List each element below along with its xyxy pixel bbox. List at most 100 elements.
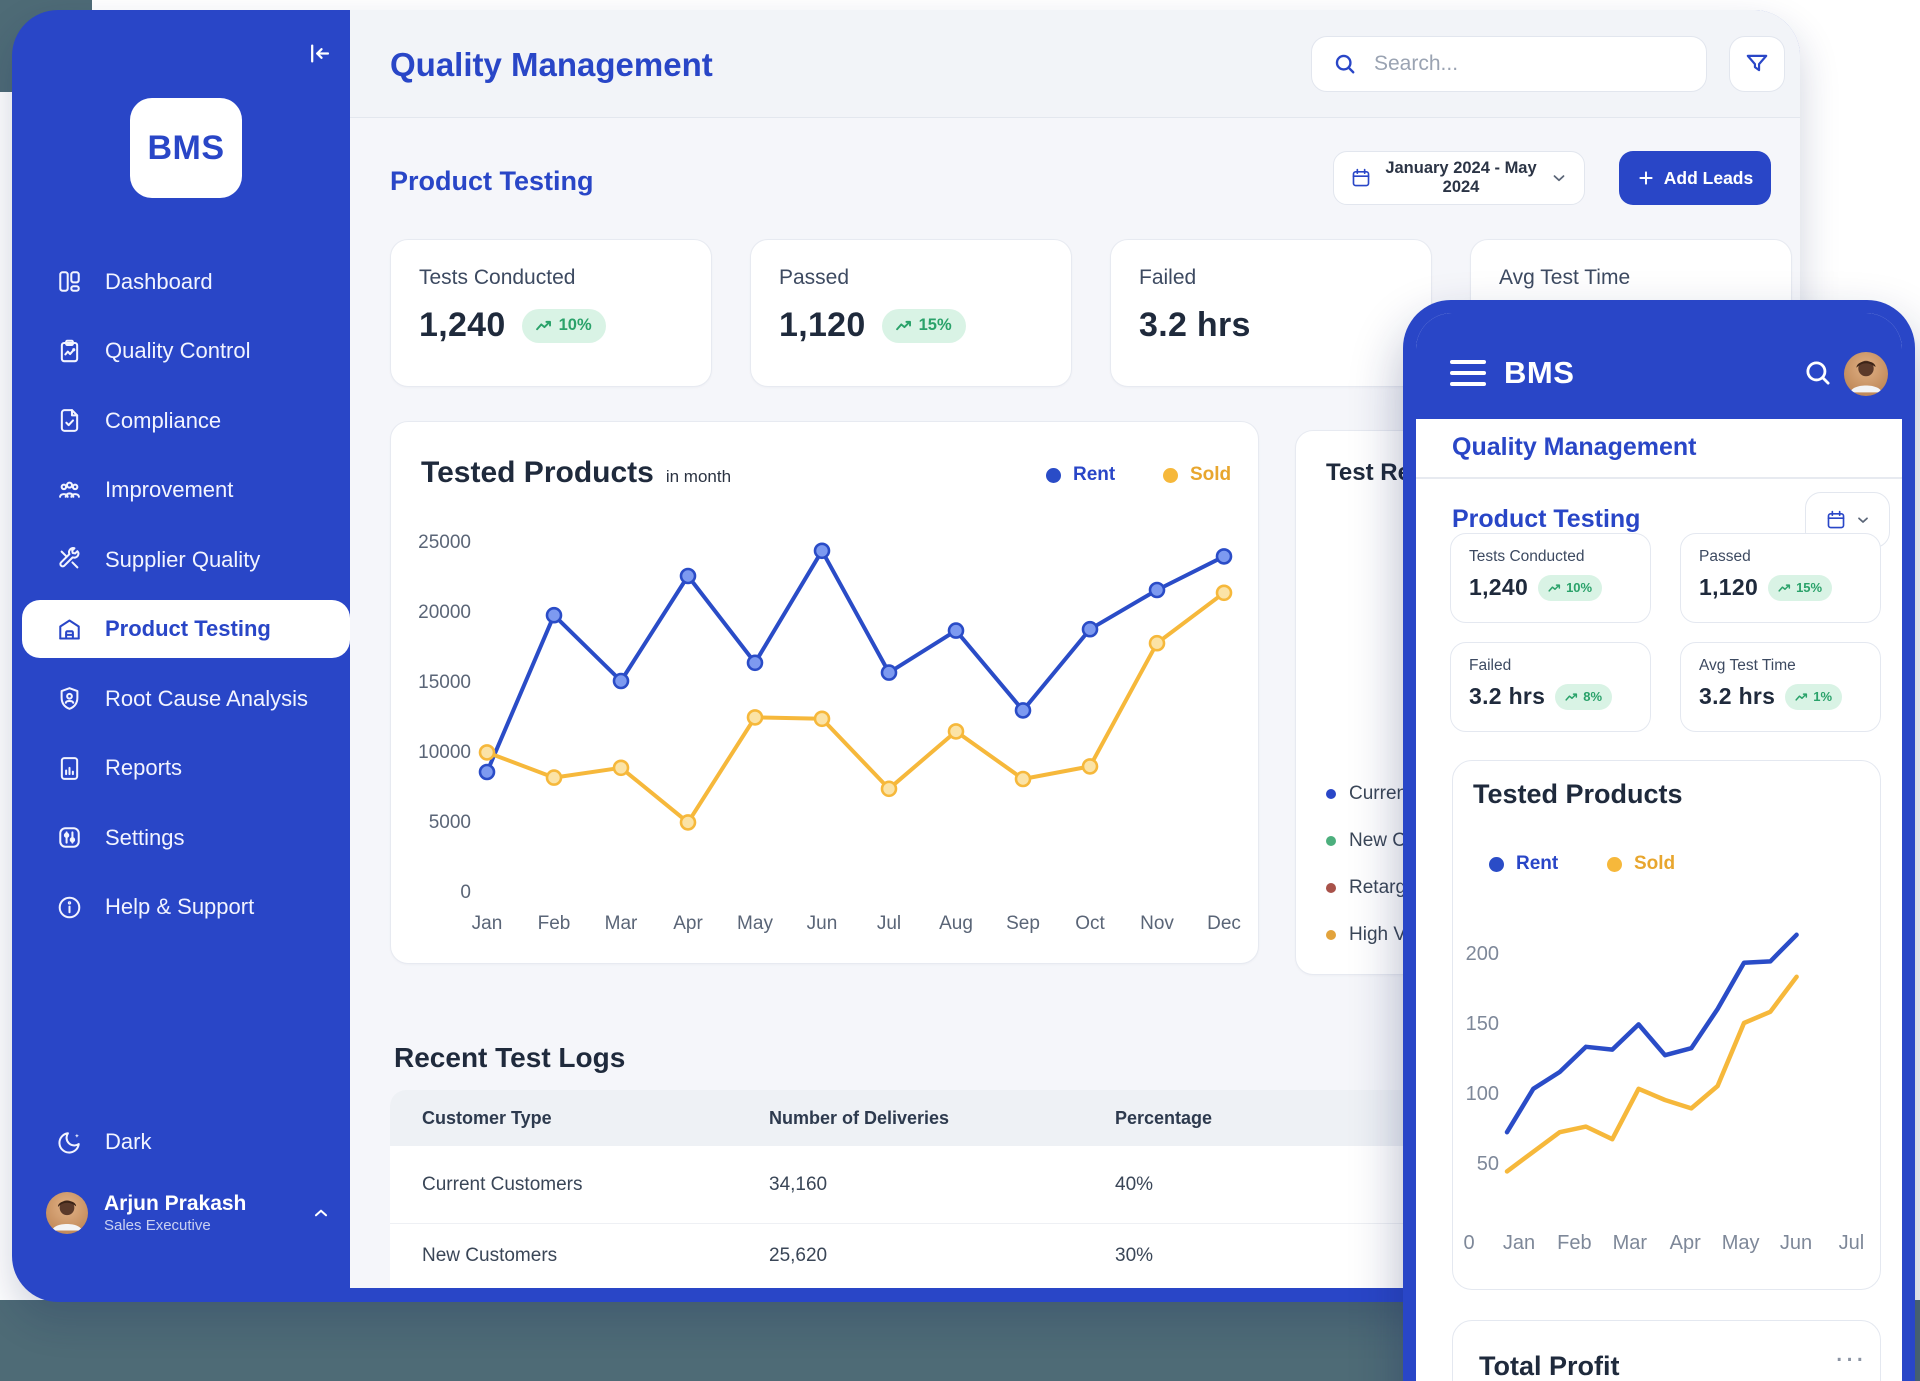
hamburger-menu-icon[interactable] — [1450, 360, 1486, 386]
settings-icon — [56, 824, 83, 851]
improvement-icon — [56, 477, 83, 504]
brand-logo-text: BMS — [147, 128, 225, 167]
user-avatar — [46, 1192, 88, 1234]
column-header: Customer Type — [422, 1107, 552, 1128]
sidebar: BMS Dashboard Quality Control Compliance — [12, 10, 350, 1302]
chevron-up-icon[interactable] — [310, 1202, 332, 1224]
rent-legend-dot — [1489, 856, 1504, 872]
svg-text:Oct: Oct — [1075, 913, 1105, 934]
sidebar-item-label: Quality Control — [105, 338, 251, 364]
sidebar-item-supplier-quality[interactable]: Supplier Quality — [12, 525, 350, 595]
total-profit-card: Total Profit ... — [1452, 1320, 1881, 1381]
chart-subtitle: in month — [665, 467, 732, 486]
root-cause-icon — [56, 685, 83, 712]
moon-icon — [56, 1129, 83, 1156]
mobile-topbar — [1416, 313, 1902, 419]
trend-badge: 10% — [521, 308, 606, 343]
trend-badge: 15% — [881, 308, 966, 343]
section-title: Product Testing — [390, 166, 594, 196]
dark-mode-label: Dark — [105, 1129, 152, 1154]
collapse-left-icon — [306, 40, 333, 67]
sidebar-item-label: Help & Support — [105, 894, 255, 920]
stat-card-tests-conducted: Tests Conducted 1,240 10% — [390, 239, 712, 387]
divider — [1416, 477, 1902, 479]
product-testing-icon — [56, 616, 83, 643]
rent-legend-dot — [1046, 467, 1061, 483]
trend-badge: 1% — [1785, 683, 1843, 710]
svg-text:Apr: Apr — [1670, 1232, 1701, 1254]
stat-title: Failed — [1139, 266, 1197, 289]
filter-funnel-icon — [1744, 51, 1770, 77]
svg-text:25000: 25000 — [418, 532, 471, 553]
stat-value: 3.2 hrs — [1139, 306, 1251, 344]
svg-text:Jan: Jan — [1503, 1232, 1535, 1254]
mobile-brand: BMS — [1504, 355, 1575, 390]
legend-dot — [1326, 883, 1336, 893]
user-role: Sales Executive — [104, 1216, 211, 1234]
trend-up-icon — [1795, 692, 1808, 701]
help-icon — [56, 894, 83, 921]
search-input[interactable] — [1372, 51, 1686, 77]
stat-card-passed: Passed 1,120 15% — [750, 239, 1072, 387]
svg-text:0: 0 — [460, 882, 471, 903]
stat-title: Avg Test Time — [1499, 266, 1631, 289]
compliance-icon — [56, 407, 83, 434]
logs-table: Customer Type Number of Deliveries Perce… — [390, 1090, 1510, 1288]
sidebar-item-settings[interactable]: Settings — [12, 803, 350, 873]
date-range-picker[interactable]: January 2024 - May 2024 — [1333, 151, 1585, 205]
sidebar-item-product-testing[interactable]: Product Testing — [12, 595, 350, 665]
add-leads-label: Add Leads — [1663, 167, 1754, 188]
quality-control-icon — [56, 338, 83, 365]
legend-rent: Rent — [1046, 464, 1115, 486]
sold-legend-dot — [1607, 856, 1622, 872]
svg-text:10000: 10000 — [418, 742, 471, 763]
svg-text:Apr: Apr — [673, 913, 703, 934]
user-name: Arjun Prakash — [104, 1192, 247, 1216]
svg-text:Mar: Mar — [605, 913, 638, 934]
sidebar-item-compliance[interactable]: Compliance — [12, 386, 350, 456]
table-row: Current Customers 34,160 40% — [390, 1146, 1510, 1224]
trend-up-icon — [895, 320, 911, 331]
legend-sold: Sold — [1163, 464, 1231, 486]
svg-text:Feb: Feb — [1557, 1232, 1591, 1254]
trend-badge: 8% — [1555, 683, 1613, 710]
user-info: Arjun Prakash Sales Executive — [104, 1192, 246, 1233]
mobile-avatar[interactable] — [1844, 352, 1888, 396]
user-menu[interactable]: Arjun Prakash Sales Executive — [46, 1192, 332, 1234]
date-range-value: January 2024 - May 2024 — [1385, 159, 1537, 196]
sidebar-item-improvement[interactable]: Improvement — [12, 456, 350, 526]
svg-text:100: 100 — [1466, 1083, 1499, 1105]
sidebar-item-label: Compliance — [105, 407, 222, 433]
page-title: Quality Management — [390, 46, 713, 83]
mobile-chart-title: Tested Products — [1473, 779, 1683, 809]
dark-mode-toggle[interactable]: Dark — [12, 1113, 350, 1171]
svg-text:150: 150 — [1466, 1013, 1499, 1035]
svg-text:Aug: Aug — [939, 913, 973, 934]
add-leads-button[interactable]: Add Leads — [1619, 151, 1771, 205]
brand-logo: BMS — [130, 98, 242, 198]
ellipsis-menu-icon[interactable]: ... — [1835, 1335, 1867, 1368]
sidebar-item-label: Root Cause Analysis — [105, 685, 308, 711]
search-icon — [1332, 51, 1358, 77]
mobile-search-icon[interactable] — [1802, 357, 1834, 389]
stat-title: Tests Conducted — [419, 266, 576, 289]
sidebar-collapse-button[interactable] — [298, 32, 340, 74]
filter-button[interactable] — [1729, 36, 1785, 92]
svg-text:May: May — [1722, 1232, 1760, 1254]
sidebar-item-help-support[interactable]: Help & Support — [12, 873, 350, 943]
svg-text:Jul: Jul — [1839, 1232, 1865, 1254]
search-box — [1311, 36, 1707, 92]
sidebar-item-dashboard[interactable]: Dashboard — [12, 247, 350, 317]
sidebar-item-reports[interactable]: Reports — [12, 734, 350, 804]
sidebar-item-quality-control[interactable]: Quality Control — [12, 317, 350, 387]
stat-card-failed: Failed 3.2 hrs — [1110, 239, 1432, 387]
table-header-row: Customer Type Number of Deliveries Perce… — [390, 1090, 1510, 1146]
sidebar-item-root-cause-analysis[interactable]: Root Cause Analysis — [12, 664, 350, 734]
total-profit-title: Total Profit — [1479, 1351, 1620, 1381]
svg-text:5000: 5000 — [429, 812, 471, 833]
sidebar-item-label: Improvement — [105, 477, 234, 503]
chart-title: Tested Products — [421, 456, 654, 489]
column-header: Percentage — [1115, 1107, 1213, 1128]
mobile-page-title: Quality Management — [1452, 433, 1697, 461]
